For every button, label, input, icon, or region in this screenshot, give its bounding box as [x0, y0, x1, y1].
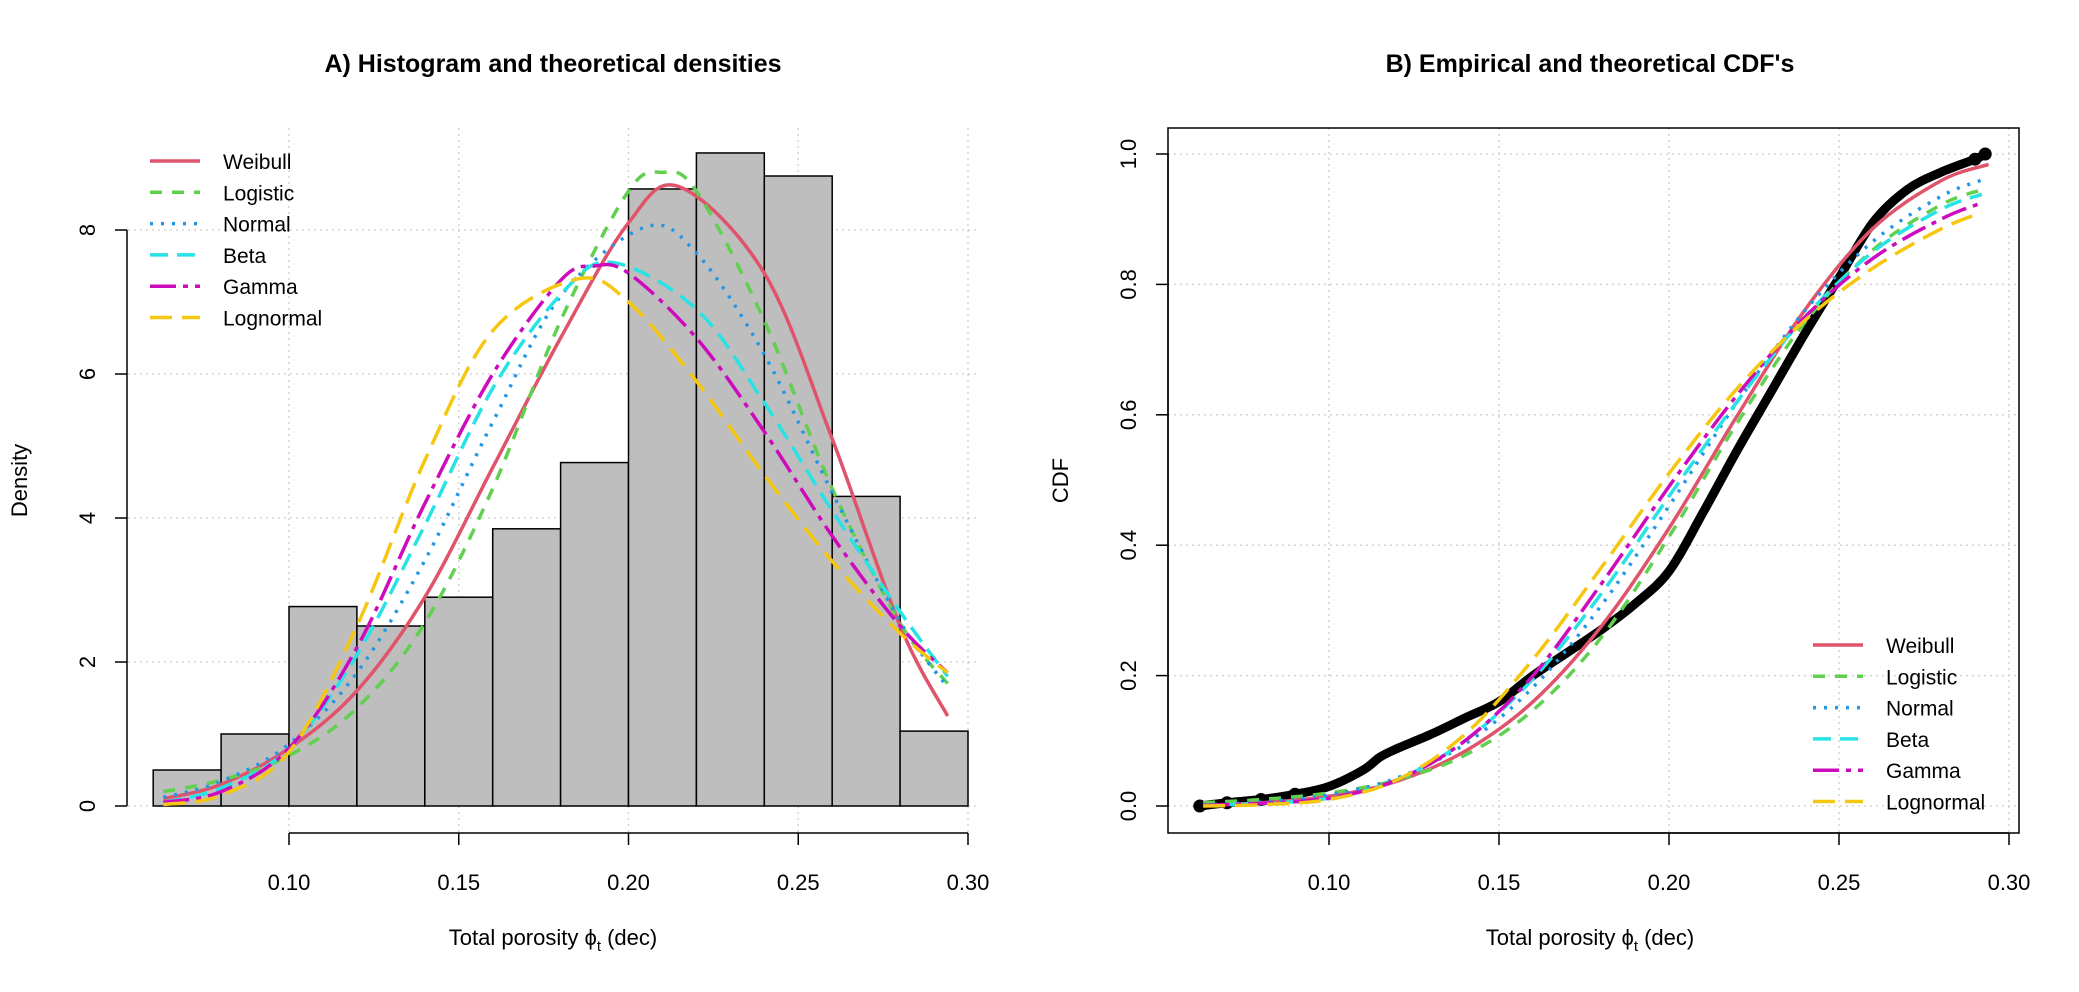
legend-label: Lognormal [223, 308, 322, 331]
legend-item: Weibull [150, 151, 291, 174]
y-tick-label: 0.6 [1116, 400, 1141, 431]
histogram-bar [899, 730, 969, 807]
histogram-bar [220, 733, 290, 807]
x-tick-label: 0.30 [947, 870, 990, 895]
legend-label: Normal [1886, 698, 1954, 721]
series-line-logistic [1203, 188, 1983, 805]
series-line-lognormal [163, 276, 949, 807]
x-axis-label-symbol: ϕ [584, 925, 596, 950]
legend-item: Logistic [1813, 666, 1957, 689]
legend-label: Logistic [223, 182, 294, 205]
series-line-normal [162, 223, 950, 800]
series-line-normal [1203, 178, 1983, 807]
x-tick-label: 0.20 [1648, 870, 1691, 895]
x-tick-label: 0.25 [1818, 870, 1861, 895]
series-line-lognormal [1203, 211, 1983, 808]
y-tick-label: 1.0 [1116, 139, 1141, 170]
y-tick-label: 0.0 [1116, 791, 1141, 822]
chart-title: A) Histogram and theoretical densities [324, 50, 781, 78]
legend-label: Beta [223, 245, 267, 268]
x-axis-label-unit: (dec) [601, 925, 657, 950]
empirical-cdf-line [1195, 149, 1990, 811]
legend-label: Gamma [223, 276, 298, 299]
y-tick-label: 0.2 [1116, 660, 1141, 691]
legend-label: Normal [223, 214, 291, 237]
empirical-cdf-point [1968, 152, 1982, 166]
x-tick-label: 0.25 [777, 870, 820, 895]
y-tick-label: 4 [75, 512, 100, 524]
legend-item: Lognormal [1813, 792, 1985, 815]
x-axis-label-unit: (dec) [1638, 925, 1694, 950]
histogram-bar [491, 528, 562, 807]
histogram-bar [831, 495, 901, 807]
legend-item: Lognormal [150, 308, 322, 331]
legend-label: Logistic [1886, 666, 1957, 689]
y-tick-label: 0.4 [1116, 530, 1141, 561]
y-axis-label: CDF [1048, 458, 1073, 503]
x-tick-label: 0.10 [1308, 870, 1351, 895]
legend-item: Weibull [1813, 635, 1954, 658]
x-tick-label: 0.15 [437, 870, 480, 895]
legend-item: Gamma [150, 276, 298, 299]
series-line-logistic [163, 170, 950, 794]
legend-label: Lognormal [1886, 792, 1985, 815]
y-tick-label: 0 [75, 800, 100, 812]
legend-item: Beta [150, 245, 267, 268]
x-tick-label: 0.20 [607, 870, 650, 895]
y-tick-label: 8 [75, 224, 100, 236]
legend-item: Normal [1813, 698, 1954, 721]
panel-b-cdf: B) Empirical and theoretical CDF's 0.10 0.… [1048, 50, 2030, 955]
series-line-gamma [1203, 201, 1983, 808]
empirical-cdf-point [1978, 147, 1992, 161]
y-tick-label: 0.8 [1116, 269, 1141, 300]
x-tick-label: 0.10 [268, 870, 311, 895]
histogram-bar [559, 461, 630, 807]
histogram-bar [356, 625, 426, 807]
y-tick-label: 6 [75, 368, 100, 380]
x-axis-label-subscript: t [1634, 938, 1639, 955]
series-line-beta [1203, 192, 1983, 808]
legend-label: Weibull [1886, 635, 1954, 658]
panel-a-histogram-densities: A) Histogram and theoretical densities 0.… [7, 50, 989, 955]
x-axis-label-main: Total porosity [1486, 925, 1622, 950]
series-line-gamma [163, 262, 949, 805]
series-line-weibull [162, 183, 950, 801]
x-axis-label-subscript: t [597, 938, 602, 955]
legend-item: Beta [1813, 729, 1930, 752]
y-axis-label: Density [7, 444, 32, 517]
x-axis-label: Total porosity ϕt (dec) [449, 925, 657, 955]
legend-label: Gamma [1886, 760, 1961, 783]
legend: Weibull Logistic Normal Beta Gamma Lognormal [150, 151, 322, 331]
x-axis-label-main: Total porosity [449, 925, 585, 950]
x-axis-label-symbol: ϕ [1621, 925, 1633, 950]
legend-label: Beta [1886, 729, 1930, 752]
x-axis-label: Total porosity ϕt (dec) [1486, 925, 1694, 955]
legend-label: Weibull [223, 151, 291, 174]
legend-item: Logistic [150, 182, 294, 205]
histogram-bar [424, 596, 494, 807]
chart-title: B) Empirical and theoretical CDF's [1386, 50, 1795, 78]
legend: Weibull Logistic Normal Beta Gamma Lognormal [1813, 635, 1985, 815]
x-tick-label: 0.30 [1988, 870, 2031, 895]
histogram-bar [695, 152, 766, 807]
legend-item: Gamma [1813, 760, 1961, 783]
y-tick-label: 2 [75, 656, 100, 668]
x-tick-label: 0.15 [1478, 870, 1521, 895]
legend-item: Normal [150, 214, 291, 237]
